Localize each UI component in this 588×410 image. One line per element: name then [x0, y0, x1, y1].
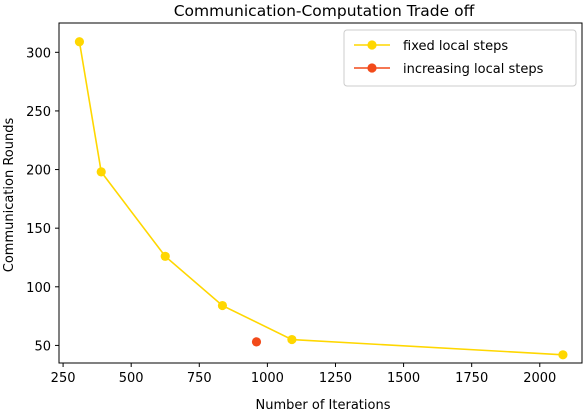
legend-label-fixed-local-steps: fixed local steps [403, 39, 508, 54]
data-point-fixed-local-steps [558, 350, 568, 360]
y-tick-label: 150 [26, 222, 51, 237]
data-point-increasing-local-steps [251, 337, 262, 347]
x-tick-label: 1250 [319, 371, 352, 386]
series-line-fixed-local-steps [78, 41, 563, 356]
legend-label-increasing-local-steps: increasing local steps [403, 62, 544, 77]
y-tick-label: 200 [26, 164, 51, 179]
x-tick-label: 1750 [455, 371, 488, 386]
legend-marker-increasing-local-steps [367, 63, 377, 73]
series-layer [74, 37, 568, 360]
x-tick-label: 1000 [251, 371, 284, 386]
y-axis-label: Communication Rounds [2, 118, 17, 273]
y-tick-label: 300 [26, 46, 51, 61]
data-point-fixed-local-steps [287, 334, 297, 345]
x-tick-label: 750 [187, 371, 212, 386]
x-tick-label: 250 [51, 371, 76, 386]
x-tick-label: 1500 [387, 371, 420, 386]
legend-frame [343, 29, 577, 87]
y-tick-label: 250 [26, 105, 51, 120]
x-axis-ticks: 250 500 750 1000 1250 1500 1750 2000 [51, 363, 556, 386]
y-axis-ticks: 50 100 150 200 250 300 [26, 46, 59, 354]
y-tick-label: 100 [26, 281, 51, 296]
legend: fixed local steps increasing local steps [343, 29, 577, 87]
data-point-fixed-local-steps [96, 167, 106, 177]
data-point-fixed-local-steps [160, 251, 170, 261]
legend-marker-fixed-local-steps [367, 40, 377, 50]
data-point-fixed-local-steps [74, 37, 85, 47]
x-tick-label: 2000 [523, 371, 556, 386]
plot-frame [58, 22, 583, 364]
data-point-fixed-local-steps [217, 300, 228, 311]
x-tick-label: 500 [119, 371, 144, 386]
y-tick-label: 50 [34, 339, 51, 354]
chart-title: Communication-Computation Trade off [174, 2, 475, 20]
x-axis-label: Number of Iterations [256, 398, 391, 410]
